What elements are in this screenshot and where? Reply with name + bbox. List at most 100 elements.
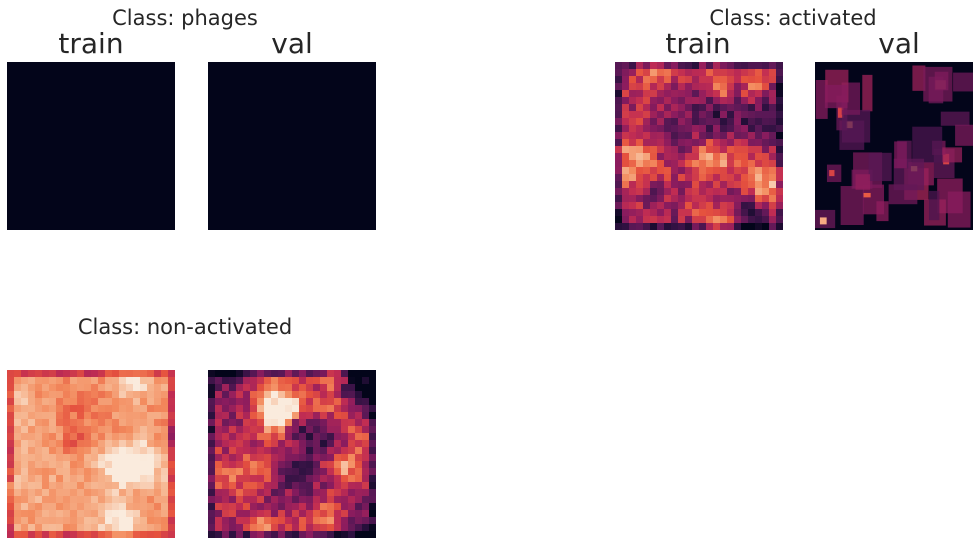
heatmap-cell <box>369 384 376 392</box>
heatmap-cell <box>615 181 623 189</box>
heatmap-cell <box>257 433 265 441</box>
heatmap-cell <box>341 405 349 413</box>
heatmap-cell <box>168 489 175 497</box>
heatmap-cell <box>133 531 141 538</box>
heatmap-cell <box>257 426 265 434</box>
heatmap-cell <box>741 62 749 70</box>
heatmap-cell <box>755 167 763 175</box>
heatmap-cell <box>636 76 644 84</box>
heatmap-cell <box>341 503 349 511</box>
heatmap-cell <box>168 391 175 399</box>
heatmap-cell <box>168 426 175 434</box>
heatmap-cell <box>49 384 57 392</box>
heatmap-cell <box>208 454 216 462</box>
heatmap-cell <box>348 433 356 441</box>
heatmap-cell <box>678 104 686 112</box>
heatmap-cell <box>257 482 265 490</box>
heatmap-cell <box>685 118 693 126</box>
heatmap-cell <box>299 510 307 518</box>
heatmap-cell <box>250 482 258 490</box>
heatmap-cell <box>748 90 756 98</box>
heatmap-cell <box>147 510 155 518</box>
heatmap-cell <box>755 146 763 154</box>
heatmap-cell <box>622 125 630 133</box>
heatmap-cell <box>14 461 22 469</box>
heatmap-cell <box>713 188 721 196</box>
heatmap-cell <box>98 440 106 448</box>
heatmap-cell <box>650 62 658 70</box>
heatmap-cell <box>28 496 36 504</box>
heatmap-cell <box>713 146 721 154</box>
heatmap-cell <box>355 517 363 525</box>
heatmap-cell <box>91 468 99 476</box>
heatmap-cell <box>671 209 679 217</box>
heatmap-cell <box>222 377 230 385</box>
heatmap-cell <box>208 398 216 406</box>
heatmap-cell <box>98 461 106 469</box>
heatmap-cell <box>769 146 777 154</box>
heatmap-cell <box>678 69 686 77</box>
heatmap-activated-train <box>615 62 783 230</box>
heatmap-cell <box>119 377 127 385</box>
heatmap-cell <box>629 167 637 175</box>
heatmap-cell <box>678 167 686 175</box>
heatmap-cell <box>250 496 258 504</box>
heatmap-cell <box>727 125 735 133</box>
heatmap-cell <box>706 83 714 91</box>
heatmap-cell <box>161 468 169 476</box>
heatmap-cell <box>643 83 651 91</box>
heatmap-cell <box>264 524 272 532</box>
heatmap-cell <box>727 69 735 77</box>
heatmap-cell <box>320 489 328 497</box>
heatmap-cell <box>748 83 756 91</box>
heatmap-cell <box>762 216 770 224</box>
heatmap-cell <box>720 160 728 168</box>
heatmap-cell <box>70 447 78 455</box>
heatmap-cell <box>678 174 686 182</box>
heatmap-cell <box>215 496 223 504</box>
heatmap-cell <box>243 489 251 497</box>
heatmap-cell <box>154 489 162 497</box>
heatmap-cell <box>35 426 43 434</box>
heatmap-cell <box>755 83 763 91</box>
heatmap-cell <box>84 468 92 476</box>
heatmap-cell <box>776 209 783 217</box>
heatmap-cell <box>313 475 321 483</box>
heatmap-cell <box>154 391 162 399</box>
heatmap-cell <box>748 216 756 224</box>
heatmap-cell <box>306 454 314 462</box>
heatmap-cell <box>215 489 223 497</box>
heatmap-cell <box>362 398 370 406</box>
heatmap-cell <box>327 489 335 497</box>
heatmap-cell <box>84 475 92 483</box>
heatmap-cell <box>741 174 749 182</box>
heatmap-cell <box>28 468 36 476</box>
heatmap-cell <box>355 496 363 504</box>
heatmap-cell <box>299 405 307 413</box>
heatmap-cell <box>615 153 623 161</box>
heatmap-cell <box>741 118 749 126</box>
heatmap-cell <box>229 531 237 538</box>
heatmap-cell <box>664 90 672 98</box>
heatmap-cell <box>741 153 749 161</box>
heatmap-cell <box>140 419 148 427</box>
heatmap-cell <box>320 531 328 538</box>
heatmap-cell <box>341 419 349 427</box>
heatmap-cell <box>271 461 279 469</box>
heatmap-cell <box>56 531 64 538</box>
heatmap-cell <box>341 454 349 462</box>
heatmap-cell <box>264 412 272 420</box>
heatmap-cell <box>755 195 763 203</box>
heatmap-cell <box>306 433 314 441</box>
heatmap-cell <box>21 405 29 413</box>
heatmap-cell <box>699 104 707 112</box>
heatmap-cell <box>140 454 148 462</box>
heatmap-cell <box>741 223 749 230</box>
heatmap-cell <box>615 97 623 105</box>
heatmap-cell <box>285 384 293 392</box>
heatmap-cell <box>154 461 162 469</box>
heatmap-cell <box>313 377 321 385</box>
heatmap-cell <box>629 83 637 91</box>
heatmap-cell <box>306 440 314 448</box>
heatmap-cell <box>678 188 686 196</box>
